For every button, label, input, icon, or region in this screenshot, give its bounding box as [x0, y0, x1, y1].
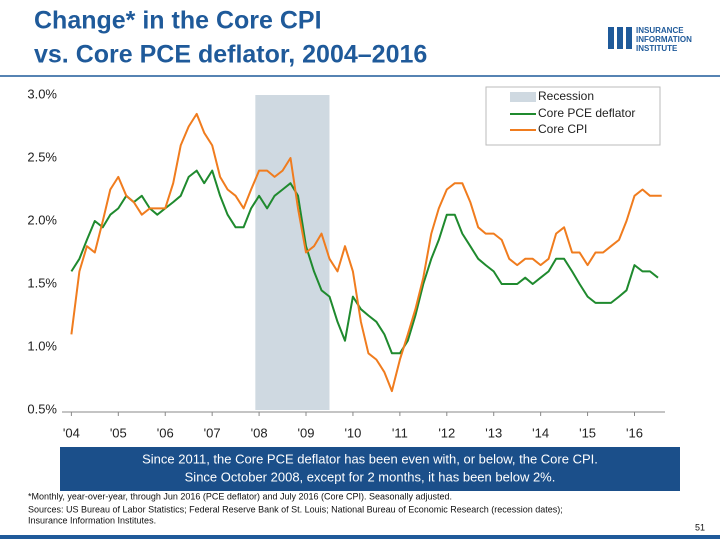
callout-text: Since 2011, the Core PCE deflator has be…: [142, 451, 598, 466]
y-tick-label: 2.0%: [27, 212, 57, 227]
logo-text: INSURANCE: [636, 26, 684, 35]
legend-label: Recession: [538, 89, 594, 103]
y-tick-label: 3.0%: [27, 86, 57, 101]
logo-text: INFORMATION: [636, 35, 692, 44]
series-line: [70, 169, 659, 355]
logo-mark: [626, 27, 632, 49]
x-tick-label: '07: [204, 425, 221, 440]
title-line: vs. Core PCE deflator, 2004–2016: [34, 41, 427, 69]
x-tick-label: '06: [157, 425, 174, 440]
callout-box: [60, 447, 680, 491]
series-line: [70, 112, 662, 393]
x-tick-label: '11: [392, 425, 408, 440]
y-tick-label: 2.5%: [27, 149, 57, 164]
callout-text: Since October 2008, except for 2 months,…: [185, 469, 556, 484]
legend-label: Core PCE deflator: [538, 106, 635, 120]
x-tick-label: '13: [485, 425, 502, 440]
footnote: Insurance Information Institutes.: [28, 515, 156, 525]
x-tick-label: '10: [344, 425, 361, 440]
logo-mark: [617, 27, 623, 49]
recession-band: [255, 95, 330, 410]
logo-text: INSTITUTE: [636, 44, 678, 53]
title-line: Change* in the Core CPI: [34, 7, 322, 35]
x-tick-label: '08: [251, 425, 268, 440]
y-tick-label: 1.5%: [27, 275, 57, 290]
x-tick-label: '16: [626, 425, 643, 440]
plot: 0.5% 1.0% 1.5% 2.0% 2.5% 3.0% '04 '05 '06 '07 '08 '…: [27, 86, 665, 440]
footnote: Sources: US Bureau of Labor Statistics; …: [28, 504, 563, 514]
y-tick-label: 0.5%: [27, 401, 57, 416]
x-tick-label: '14: [532, 425, 549, 440]
x-tick-label: '15: [579, 425, 596, 440]
x-tick-label: '12: [438, 425, 455, 440]
x-tick-label: '05: [110, 425, 127, 440]
x-tick-label: '09: [298, 425, 315, 440]
legend-label: Core CPI: [538, 122, 587, 136]
x-tick-label: '04: [63, 425, 80, 440]
logo-mark: [608, 27, 614, 49]
y-tick-label: 1.0%: [27, 338, 57, 353]
footnote: *Monthly, year-over-year, through Jun 20…: [28, 491, 452, 501]
legend-swatch: [510, 92, 536, 102]
page-number: 51: [695, 522, 705, 532]
